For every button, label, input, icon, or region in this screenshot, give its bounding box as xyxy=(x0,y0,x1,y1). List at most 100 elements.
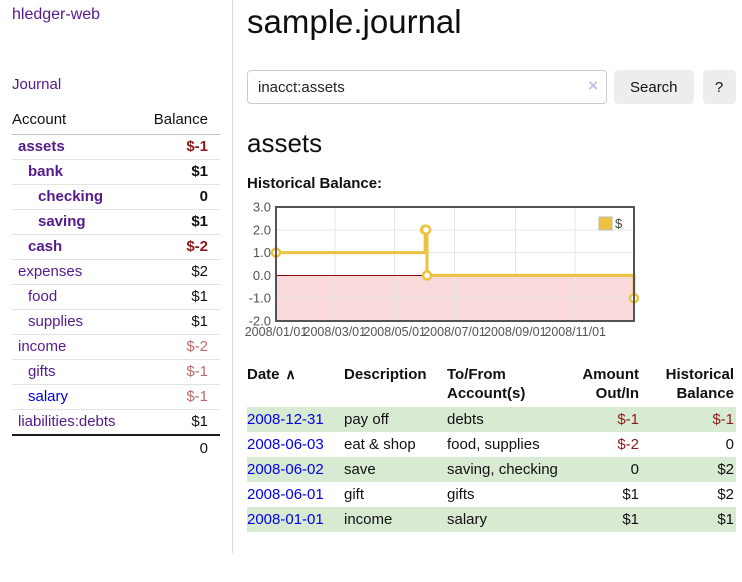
svg-text:3.0: 3.0 xyxy=(253,200,271,215)
transaction-accounts-cell: food, supplies xyxy=(447,436,540,453)
account-name-cell: expenses xyxy=(12,260,139,285)
brand-link[interactable]: hledger-web xyxy=(12,6,101,23)
account-balance: $1 xyxy=(191,288,208,305)
account-row: expenses $2 xyxy=(12,260,220,285)
transaction-amount-cell: $1 xyxy=(622,486,639,503)
sidebar-account-link[interactable]: saving xyxy=(38,213,86,230)
account-name-cell: supplies xyxy=(12,310,139,335)
account-name-cell: income xyxy=(12,335,139,360)
account-name-cell: checking xyxy=(12,185,139,210)
svg-text:-2.0: -2.0 xyxy=(249,314,271,329)
search-button[interactable]: Search xyxy=(614,70,694,104)
account-balance: $-1 xyxy=(186,138,208,155)
account-balance: $1 xyxy=(191,213,208,230)
total-row-spacer xyxy=(12,435,139,461)
account-name-cell: liabilities:debts xyxy=(12,410,139,436)
transaction-date-link[interactable]: 2008-01-01 xyxy=(247,511,324,528)
account-row: saving $1 xyxy=(12,210,220,235)
sidebar-item-journal[interactable]: Journal xyxy=(12,76,62,93)
app-layout: hledger-web Journal Account Balance asse… xyxy=(0,0,736,553)
transaction-description-cell: pay off xyxy=(344,411,389,428)
sidebar: hledger-web Journal Account Balance asse… xyxy=(0,0,233,553)
chart-canvas: 3.0 2.0 1.0 0.0 -1.0 -2.02008/01/012008/03/01… xyxy=(245,200,640,339)
sort-ascending-icon: ∧ xyxy=(285,366,296,382)
account-name-cell: food xyxy=(12,285,139,310)
account-name-cell: cash xyxy=(12,235,139,260)
transaction-date-cell: 2008-06-01 xyxy=(247,482,344,507)
transaction-balance-cell: $1 xyxy=(717,511,734,528)
account-balance: $1 xyxy=(191,413,208,430)
account-row: supplies $1 xyxy=(12,310,220,335)
transaction-balance-cell: $-1 xyxy=(712,411,734,428)
transaction-accounts-cell: debts xyxy=(447,411,484,428)
page-title: sample.journal xyxy=(247,3,462,40)
sidebar-account-link[interactable]: gifts xyxy=(28,363,56,380)
transaction-date-link[interactable]: 2008-12-31 xyxy=(247,411,324,428)
svg-text:2008/03/01: 2008/03/01 xyxy=(304,325,367,339)
sidebar-account-link[interactable]: expenses xyxy=(18,263,83,280)
sidebar-account-link[interactable]: checking xyxy=(38,188,104,205)
help-button[interactable]: ? xyxy=(702,70,736,104)
search-input[interactable] xyxy=(247,70,607,104)
clear-search-icon[interactable]: × xyxy=(588,76,598,95)
transaction-amount-cell: $1 xyxy=(622,511,639,528)
sidebar-account-link[interactable]: salary xyxy=(28,388,69,405)
svg-text:2.0: 2.0 xyxy=(253,222,271,237)
register-row: 2008-06-01 gift gifts $1 $2 xyxy=(247,482,736,507)
sidebar-account-link[interactable]: cash xyxy=(28,238,63,255)
register-row: 2008-06-02 save saving, checking 0 $2 xyxy=(247,457,736,482)
accounts-table: Account Balance assets $-1 bank $1 checking 0… xyxy=(12,109,220,461)
register-row: 2008-12-31 pay off debts $-1 $-1 xyxy=(247,407,736,432)
transaction-date-cell: 2008-06-03 xyxy=(247,432,344,457)
transaction-amount-cell: $-1 xyxy=(617,411,639,428)
sidebar-account-link[interactable]: bank xyxy=(28,163,64,180)
transaction-description-cell: income xyxy=(344,511,393,528)
transaction-description-cell: save xyxy=(344,461,376,478)
svg-text:2008/07/01: 2008/07/01 xyxy=(423,325,486,339)
account-name-cell: saving xyxy=(12,210,139,235)
description-column-header: Description xyxy=(344,366,427,383)
account-balance: $-1 xyxy=(186,388,208,405)
svg-text:1.0: 1.0 xyxy=(253,245,271,260)
sidebar-account-link[interactable]: food xyxy=(28,288,58,305)
account-name-cell: bank xyxy=(12,160,139,185)
balance-column-header: Historical Balance xyxy=(665,366,734,402)
date-column-header[interactable]: Date ∧ xyxy=(247,364,344,407)
transaction-description-cell: eat & shop xyxy=(344,436,416,453)
account-name-cell: gifts xyxy=(12,360,139,385)
sidebar-account-link[interactable]: liabilities:debts xyxy=(18,413,116,430)
transaction-date-link[interactable]: 2008-06-03 xyxy=(247,436,324,453)
historical-balance-chart: 3.0 2.0 1.0 0.0 -1.0 -2.0 2008/01/01 2008/03/01… xyxy=(245,200,736,344)
chart-legend-label: $ xyxy=(615,216,623,231)
account-balance: 0 xyxy=(199,188,208,205)
search-box: × xyxy=(247,70,607,104)
account-balance: $-1 xyxy=(186,363,208,380)
transaction-balance-cell: 0 xyxy=(725,436,734,453)
transaction-amount-cell: $-2 xyxy=(617,436,639,453)
transaction-date-link[interactable]: 2008-06-02 xyxy=(247,461,324,478)
svg-text:0.0: 0.0 xyxy=(253,268,271,283)
sidebar-total-row: 0 xyxy=(12,435,220,461)
amount-column-header: Amount Out/In xyxy=(582,366,639,402)
account-balance: $1 xyxy=(191,163,208,180)
register-header-row: Date ∧ Description To/From Account(s) Amo… xyxy=(247,364,736,407)
account-balance: $-2 xyxy=(186,338,208,355)
transaction-accounts-cell: salary xyxy=(447,511,488,528)
balance-column-header: Balance xyxy=(153,111,208,128)
account-row: gifts $-1 xyxy=(12,360,220,385)
register-table: Date ∧ Description To/From Account(s) Amo… xyxy=(247,364,736,532)
accounts-column-header: To/From Account(s) xyxy=(447,366,526,402)
svg-text:2008/11/01: 2008/11/01 xyxy=(544,325,606,339)
sidebar-account-link[interactable]: assets xyxy=(18,138,65,155)
account-row: assets $-1 xyxy=(12,135,220,160)
sidebar-account-link[interactable]: supplies xyxy=(28,313,84,330)
register-row: 2008-06-03 eat & shop food, supplies $-2 0 xyxy=(247,432,736,457)
transaction-date-cell: 2008-01-01 xyxy=(247,507,344,532)
register-row: 2008-01-01 income salary $1 $1 xyxy=(247,507,736,532)
sidebar-account-link[interactable]: income xyxy=(18,338,67,355)
transaction-accounts-cell: gifts xyxy=(447,486,475,503)
svg-text:-1.0: -1.0 xyxy=(249,291,271,306)
transaction-date-link[interactable]: 2008-06-01 xyxy=(247,486,324,503)
account-row: food $1 xyxy=(12,285,220,310)
account-column-header: Account xyxy=(12,111,67,128)
